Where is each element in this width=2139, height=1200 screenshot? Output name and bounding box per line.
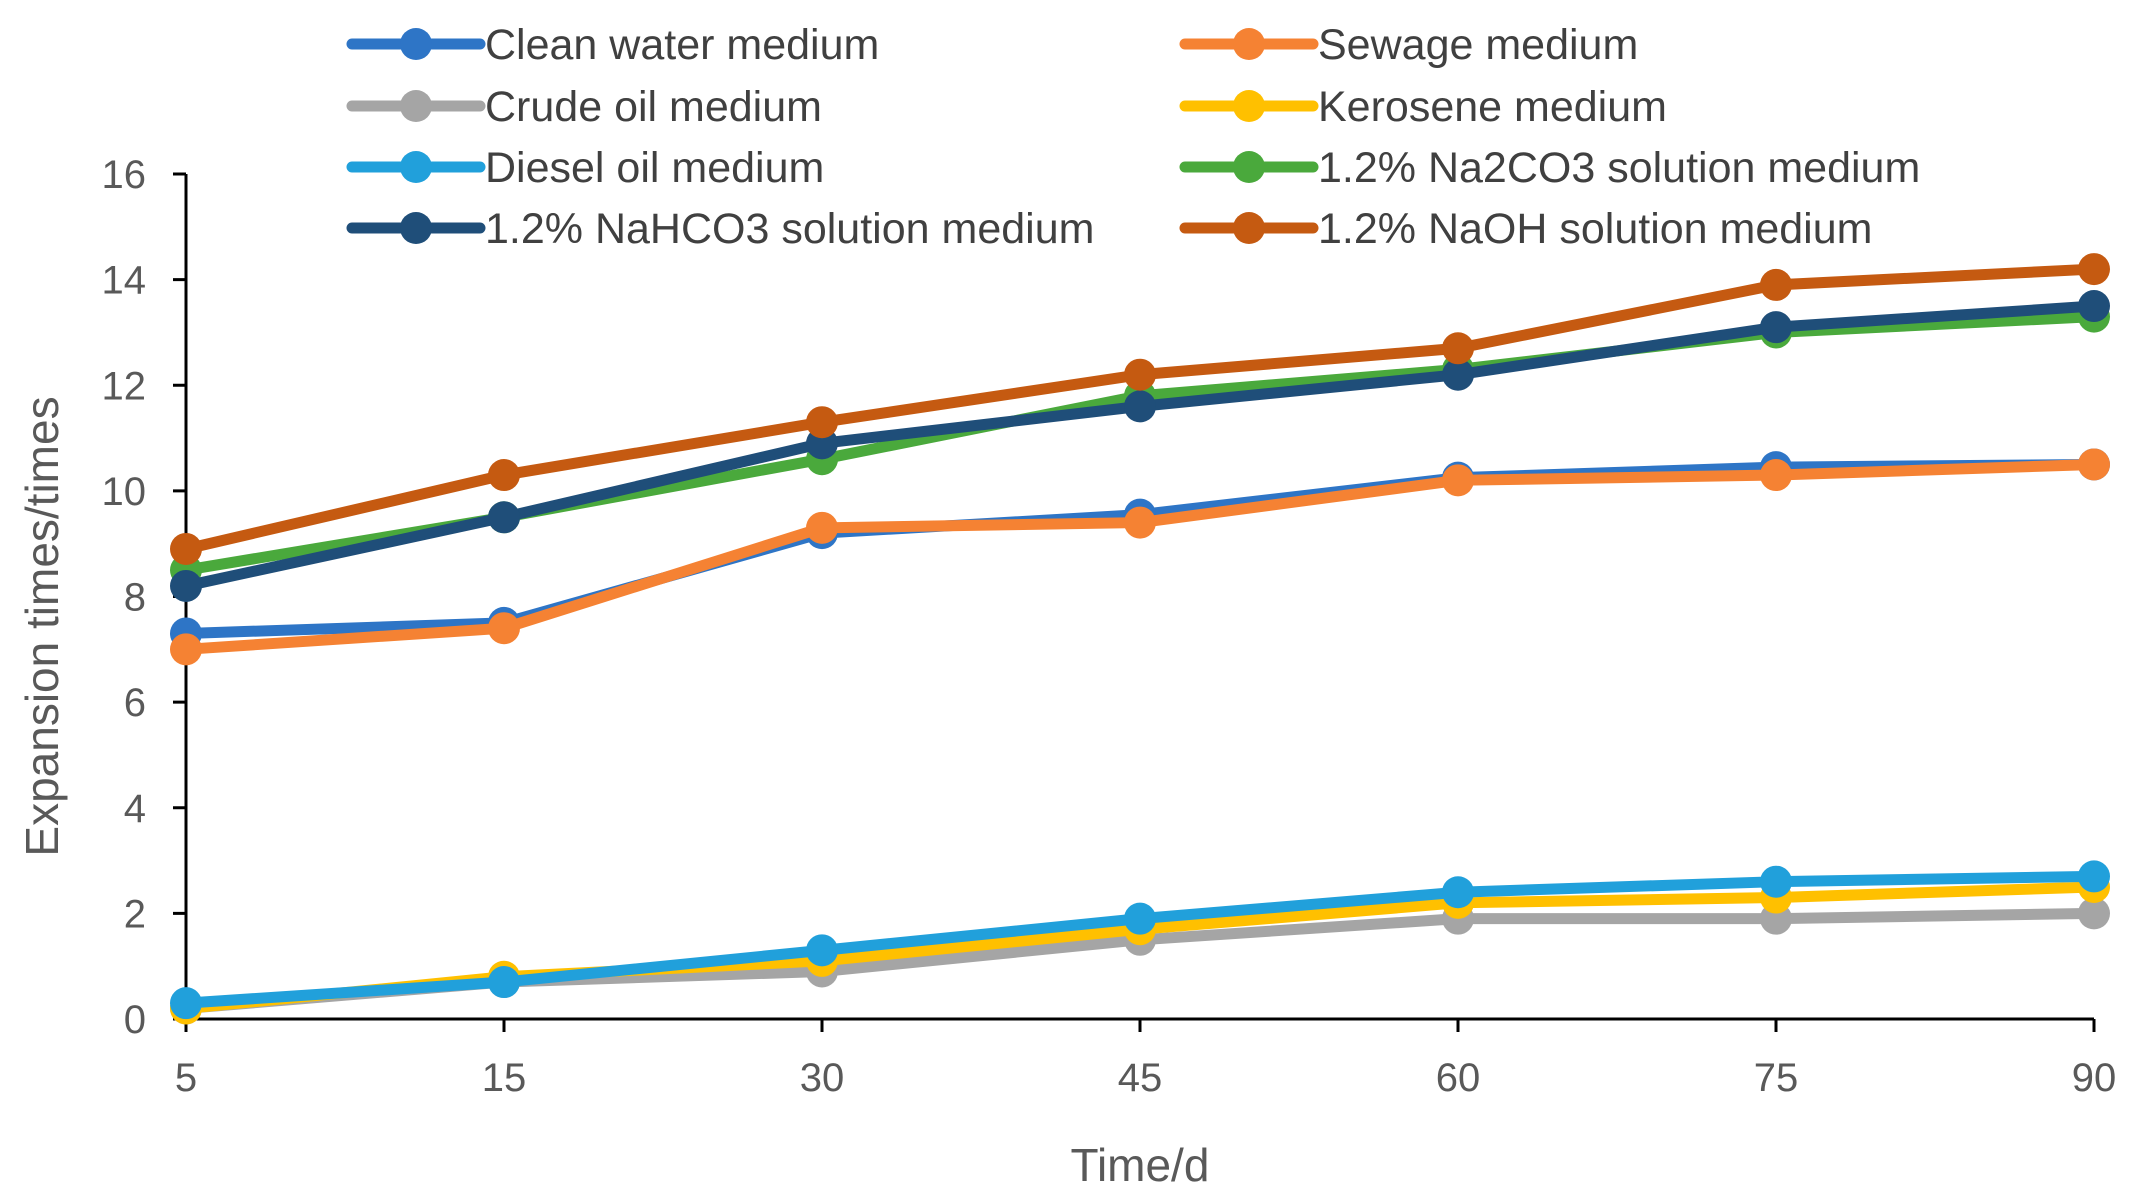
y-axis-title: Expansion times/times: [16, 396, 68, 856]
data-point: [170, 532, 202, 565]
data-point: [1124, 506, 1156, 539]
x-tick-label: 60: [1436, 1056, 1481, 1100]
legend-label: 1.2% NaHCO3 solution medium: [485, 205, 1094, 253]
y-tick-label: 8: [124, 576, 146, 620]
data-point: [1442, 358, 1474, 391]
series-layer: [170, 253, 2110, 1025]
y-tick-label: 16: [102, 153, 147, 197]
legend-item: Sewage medium: [1179, 21, 1638, 69]
series-7: [170, 253, 2110, 565]
axes: 0 2 4 6 8 10 12 14 16 5 15 30 45 60 75 90: [102, 153, 2117, 1100]
series-5: [170, 300, 2110, 587]
series-line: [180, 300, 2100, 592]
legend-item: Crude oil medium: [346, 83, 822, 131]
data-point: [1760, 311, 1792, 344]
x-tick-label: 5: [175, 1056, 197, 1100]
legend-label: 1.2% Na2CO3 solution medium: [1318, 144, 1920, 192]
series-1: [170, 448, 2110, 666]
legend-swatch-marker: [400, 151, 432, 183]
y-tick-label: 0: [124, 998, 146, 1042]
legend-label: Sewage medium: [1318, 21, 1638, 69]
data-point: [1124, 358, 1156, 391]
legend-item: Diesel oil medium: [346, 144, 824, 192]
data-point: [170, 633, 202, 666]
data-point: [488, 966, 520, 999]
series-6: [170, 290, 2110, 602]
legend-label: Crude oil medium: [485, 83, 822, 131]
data-point: [1442, 876, 1474, 909]
data-point: [2078, 448, 2110, 481]
data-point: [2078, 290, 2110, 323]
data-point: [2078, 860, 2110, 893]
legend-label: Diesel oil medium: [485, 144, 824, 192]
data-point: [1760, 459, 1792, 492]
x-axis-title: Time/d: [1071, 1139, 1210, 1191]
legend-swatch-marker: [1233, 90, 1265, 122]
legend-label: Kerosene medium: [1318, 83, 1667, 131]
x-tick-label: 90: [2072, 1056, 2117, 1100]
x-tick-label: 15: [482, 1056, 527, 1100]
data-point: [170, 569, 202, 602]
legend-item: 1.2% Na2CO3 solution medium: [1179, 144, 1920, 192]
series-4: [170, 860, 2110, 1020]
legend: Clean water medium Sewage medium Crude oil…: [346, 21, 1920, 253]
data-point: [170, 987, 202, 1020]
data-point: [2078, 897, 2110, 930]
data-point: [1442, 464, 1474, 497]
legend-label: 1.2% NaOH solution medium: [1318, 205, 1872, 253]
data-point: [1442, 332, 1474, 365]
data-point: [488, 612, 520, 645]
legend-swatch-marker: [1233, 212, 1265, 244]
legend-swatch-marker: [400, 212, 432, 244]
y-tick-label: 14: [102, 259, 147, 303]
legend-item: Kerosene medium: [1179, 83, 1667, 131]
data-point: [1760, 865, 1792, 898]
data-point: [2078, 253, 2110, 286]
legend-item: Clean water medium: [346, 21, 879, 69]
legend-item: 1.2% NaHCO3 solution medium: [346, 205, 1094, 253]
legend-swatch-marker: [400, 28, 432, 60]
y-tick-label: 10: [102, 470, 147, 514]
y-tick-label: 4: [124, 787, 146, 831]
y-tick-label: 6: [124, 681, 146, 725]
legend-swatch-marker: [1233, 28, 1265, 60]
data-point: [1124, 902, 1156, 935]
data-point: [806, 934, 838, 967]
x-tick-label: 75: [1754, 1056, 1799, 1100]
data-point: [806, 511, 838, 544]
series-line: [180, 458, 2100, 639]
y-tick-label: 2: [124, 892, 146, 936]
legend-swatch-marker: [400, 90, 432, 122]
legend-swatch-marker: [1233, 151, 1265, 183]
y-tick-label: 12: [102, 364, 147, 408]
data-point: [1124, 390, 1156, 423]
data-point: [488, 501, 520, 534]
data-point: [488, 459, 520, 492]
data-point: [806, 406, 838, 439]
legend-item: 1.2% NaOH solution medium: [1179, 205, 1872, 253]
data-point: [1760, 268, 1792, 301]
x-tick-label: 45: [1118, 1056, 1163, 1100]
legend-label: Clean water medium: [485, 21, 879, 69]
x-tick-label: 30: [800, 1056, 845, 1100]
